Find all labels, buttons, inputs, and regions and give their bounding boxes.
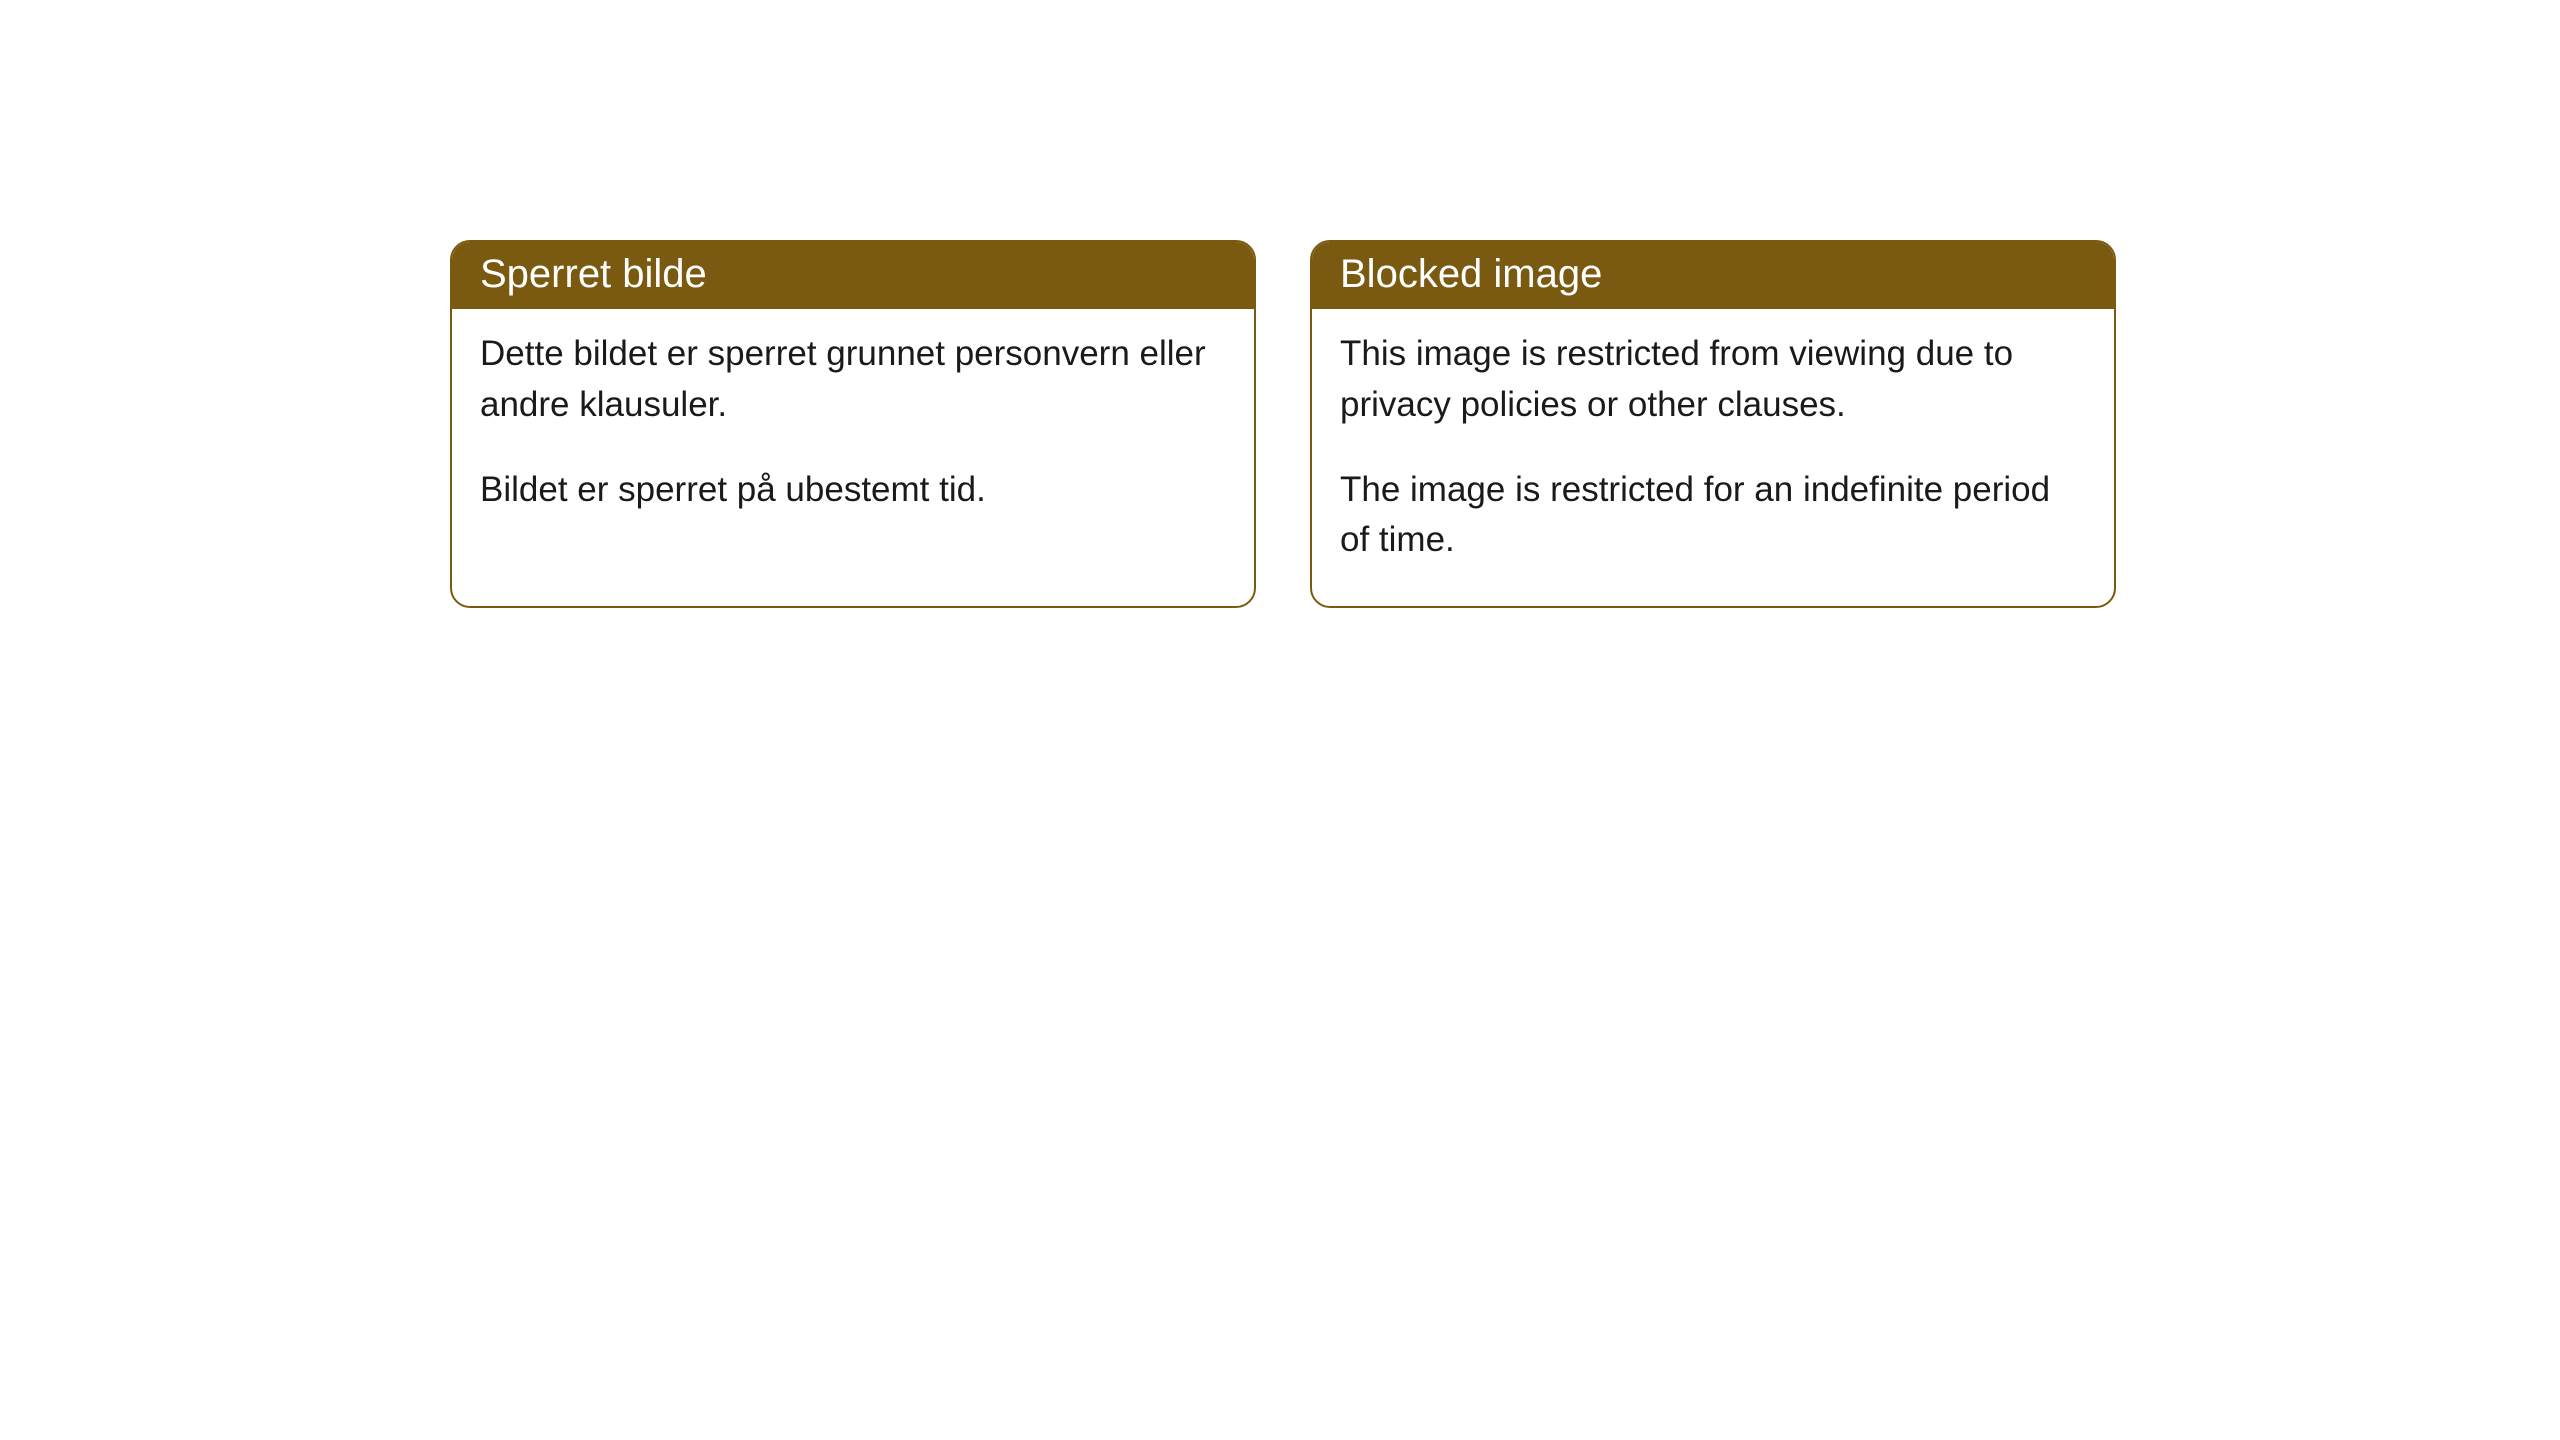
card-body-no: Dette bildet er sperret grunnet personve… — [452, 309, 1254, 555]
card-paragraph-1-no: Dette bildet er sperret grunnet personve… — [480, 329, 1226, 431]
card-header-no: Sperret bilde — [452, 242, 1254, 309]
card-paragraph-2-en: The image is restricted for an indefinit… — [1340, 465, 2086, 567]
card-paragraph-2-no: Bildet er sperret på ubestemt tid. — [480, 465, 1226, 516]
blocked-image-card-no: Sperret bilde Dette bildet er sperret gr… — [450, 240, 1256, 608]
card-paragraph-1-en: This image is restricted from viewing du… — [1340, 329, 2086, 431]
notice-container: Sperret bilde Dette bildet er sperret gr… — [0, 0, 2560, 608]
card-header-en: Blocked image — [1312, 242, 2114, 309]
card-body-en: This image is restricted from viewing du… — [1312, 309, 2114, 606]
blocked-image-card-en: Blocked image This image is restricted f… — [1310, 240, 2116, 608]
